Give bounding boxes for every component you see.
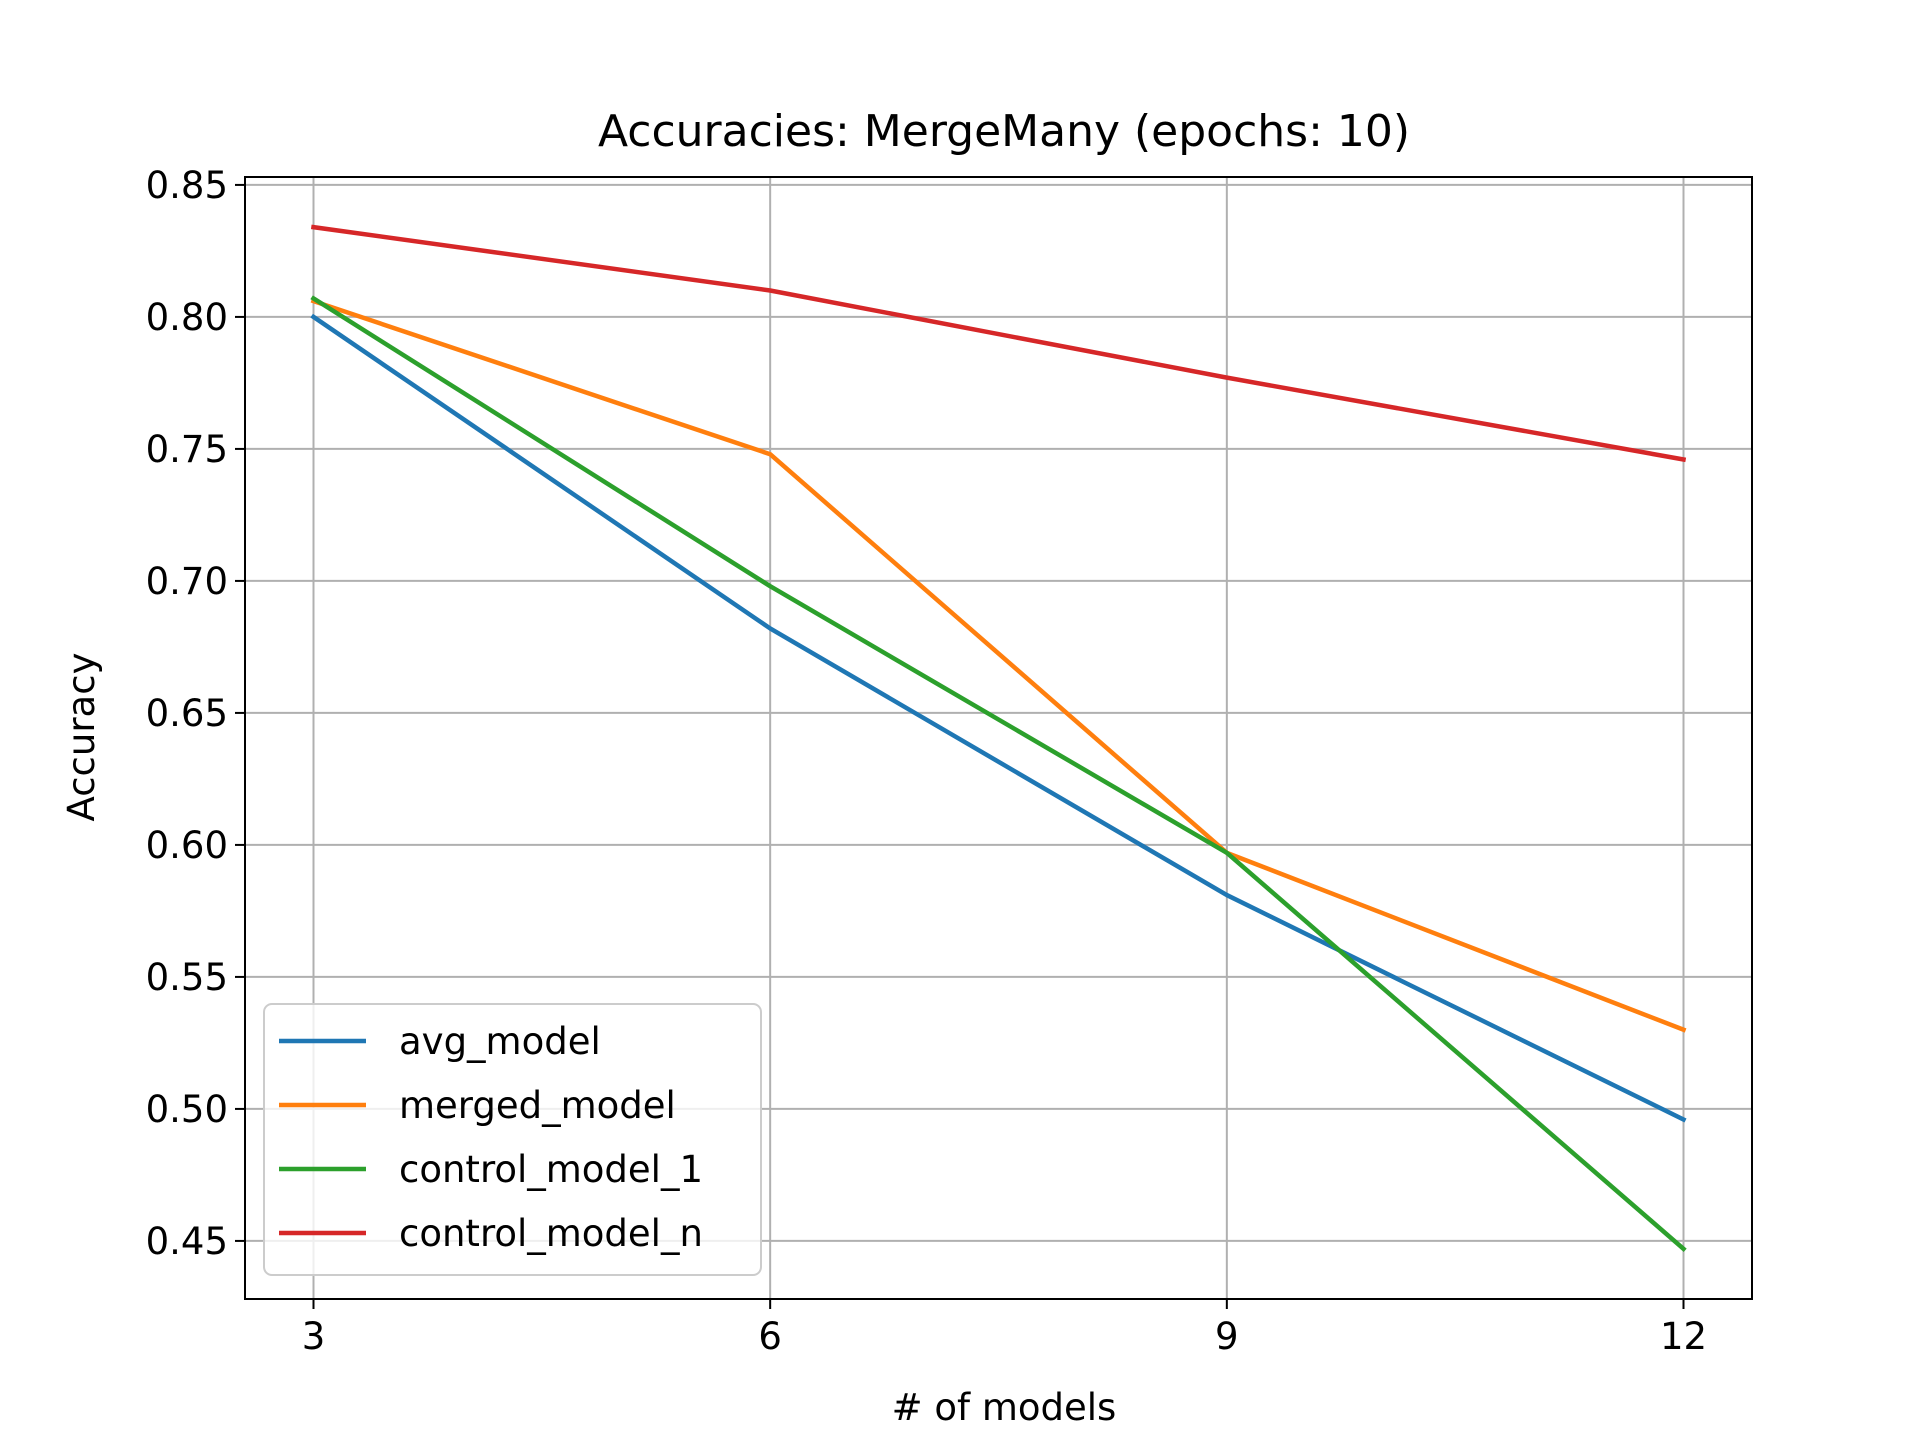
legend-label: control_model_1 — [399, 1148, 703, 1191]
series-line-avg-model — [310, 313, 1687, 1123]
y-tick-label: 0.50 — [146, 1088, 228, 1131]
x-axis-label: # of models — [892, 1386, 1117, 1429]
y-tick-label: 0.45 — [146, 1220, 228, 1263]
y-tick-label: 0.75 — [146, 428, 228, 471]
x-tick-label: 9 — [1215, 1315, 1239, 1358]
legend: avg_model merged_model control_model_1cont… — [263, 1003, 762, 1276]
y-tick-label: 0.85 — [146, 164, 228, 207]
y-tick-label: 0.55 — [146, 956, 228, 999]
series-line-control-model-1 — [310, 295, 1687, 1253]
y-tick-label: 0.60 — [146, 824, 228, 867]
legend-label: control_model_n — [399, 1212, 703, 1255]
series-lines — [310, 224, 1687, 1253]
x-axis-ticks: 3 6 9 12 — [302, 1299, 1707, 1358]
y-axis-label: Accuracy — [60, 653, 103, 822]
y-tick-label: 0.65 — [146, 692, 228, 735]
x-tick-label: 6 — [758, 1315, 782, 1358]
legend-box — [263, 1003, 762, 1276]
x-tick-label: 12 — [1660, 1315, 1707, 1358]
legend-entries: avg_model merged_model control_model_1cont… — [279, 1020, 703, 1255]
legend-label: avg_model — [399, 1020, 601, 1063]
y-tick-label: 0.70 — [146, 560, 228, 603]
legend-label: merged_model — [399, 1084, 676, 1127]
y-axis-ticks: 0.45 0.50 0.55 0.60 0.65 0.70 0.75 0.80 0.85 — [146, 164, 245, 1263]
plot-frame — [244, 176, 1753, 1300]
grid-lines — [245, 177, 1752, 1299]
series-line-control-model-n — [310, 224, 1687, 463]
x-tick-label: 3 — [302, 1315, 326, 1358]
series-line-merged-model — [310, 298, 1687, 1033]
chart-title: Accuracies: MergeMany (epochs: 10) — [598, 106, 1410, 157]
y-tick-label: 0.80 — [146, 296, 228, 339]
